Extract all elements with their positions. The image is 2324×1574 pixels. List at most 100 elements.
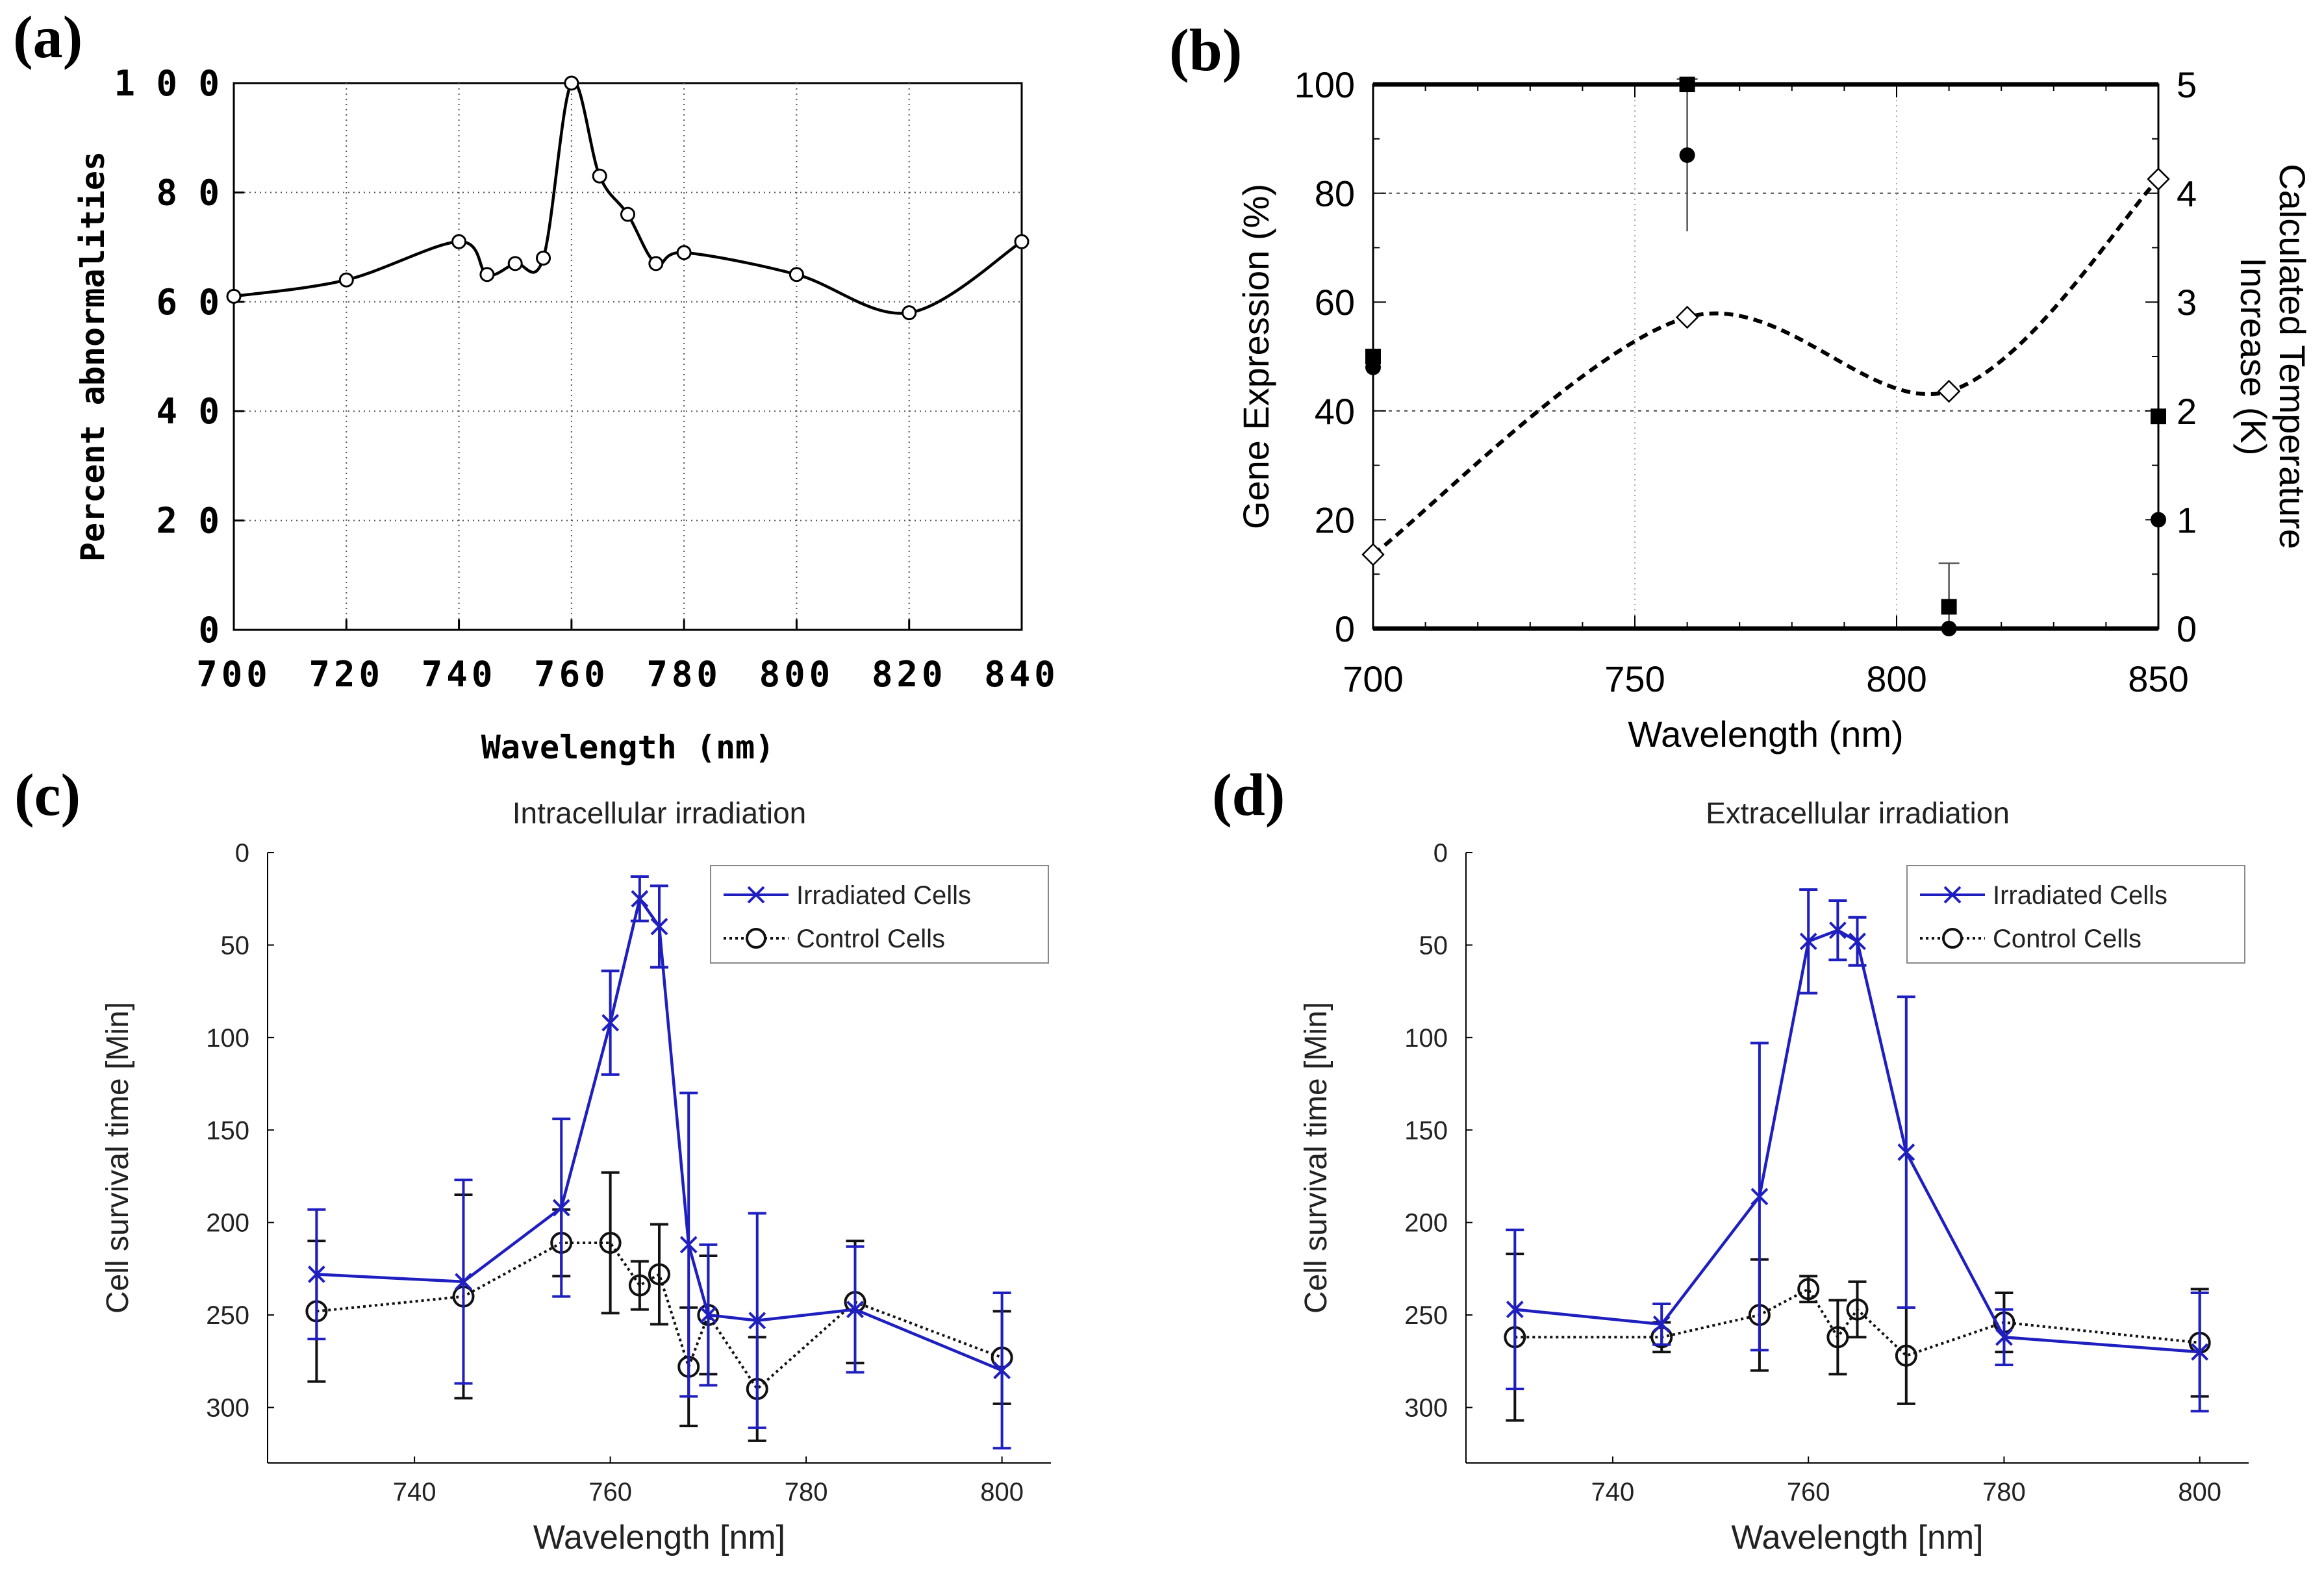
data-point-d-irradiated bbox=[1828, 921, 1847, 940]
tick-label-d-y: 0 bbox=[1434, 839, 1448, 868]
panel-label-b: (b) bbox=[1169, 17, 1242, 83]
data-point-d-control bbox=[1797, 1278, 1820, 1301]
data-point-c-irradiated bbox=[552, 1199, 570, 1217]
tick-label-c-y: 150 bbox=[206, 1116, 249, 1145]
data-point-a bbox=[676, 245, 692, 260]
data-point-b-circle bbox=[1679, 147, 1695, 163]
data-point-a bbox=[507, 256, 523, 271]
tick-label-c-y: 50 bbox=[221, 931, 250, 960]
data-point-a bbox=[1014, 234, 1029, 249]
legend-marker-c-control bbox=[746, 928, 766, 949]
data-point-a bbox=[479, 267, 495, 282]
data-point-c-irradiated bbox=[455, 1273, 472, 1291]
data-point-b-square bbox=[1941, 599, 1957, 615]
tick-label-b-y: 100 bbox=[1295, 64, 1355, 105]
legend-label-d-control: Control Cells bbox=[1993, 925, 2141, 953]
tick-label-c-y: 100 bbox=[206, 1024, 249, 1053]
tick-label-b-y: 80 bbox=[1315, 173, 1355, 214]
data-point-c-irradiated bbox=[650, 918, 668, 936]
legend-d bbox=[1906, 865, 2245, 964]
panel-label-a: (a) bbox=[13, 4, 82, 70]
plot-b-frame bbox=[1372, 83, 2160, 630]
tick-label-c-x: 740 bbox=[393, 1478, 436, 1506]
tick-label-b-y2: 1 bbox=[2177, 499, 2197, 540]
y-axis-label-c: Cell survival time [Min] bbox=[101, 1002, 135, 1314]
tick-label-b-y2: 5 bbox=[2177, 64, 2197, 105]
data-point-c-irradiated bbox=[846, 1301, 864, 1318]
tick-label-b-y: 40 bbox=[1315, 391, 1355, 432]
legend-marker-d-irradiated bbox=[1943, 886, 1962, 904]
series-line-b-temperature bbox=[1372, 177, 2160, 556]
data-point-d-irradiated bbox=[1652, 1315, 1671, 1333]
data-point-b-circle bbox=[2151, 512, 2166, 528]
tick-label-b-x: 850 bbox=[2128, 658, 2188, 699]
data-point-b-diamond bbox=[1675, 305, 1699, 329]
tick-label-b-y2: 0 bbox=[2177, 608, 2197, 649]
tick-label-a-x: 740 bbox=[422, 654, 497, 695]
tick-label-c-x: 780 bbox=[785, 1478, 828, 1506]
tick-label-d-x: 780 bbox=[1982, 1478, 2026, 1506]
x-axis-label-c: Wavelength [nm] bbox=[533, 1519, 785, 1556]
tick-label-c-y: 0 bbox=[235, 839, 249, 868]
tick-label-a-x: 700 bbox=[196, 654, 272, 695]
x-axis-label-b: Wavelength (nm) bbox=[1628, 714, 1903, 755]
x-axis-label-d: Wavelength [nm] bbox=[1731, 1519, 1983, 1556]
tick-label-b-y2: 3 bbox=[2177, 282, 2197, 323]
data-point-a bbox=[451, 234, 467, 249]
tick-label-a-y: 4 0 bbox=[156, 391, 220, 432]
legend-marker-c-irradiated bbox=[747, 886, 765, 904]
tick-label-b-x: 750 bbox=[1604, 658, 1665, 699]
tick-label-d-y: 250 bbox=[1404, 1301, 1448, 1330]
data-point-b-square bbox=[2151, 408, 2166, 425]
tick-label-d-y: 100 bbox=[1404, 1024, 1448, 1053]
data-point-c-control bbox=[648, 1263, 670, 1286]
tick-label-d-y: 150 bbox=[1404, 1116, 1448, 1145]
data-point-a bbox=[620, 206, 635, 222]
data-point-a bbox=[592, 168, 607, 184]
tick-label-a-x: 800 bbox=[759, 654, 835, 695]
data-point-d-control bbox=[1826, 1326, 1849, 1349]
data-point-b-square bbox=[1365, 349, 1381, 364]
tick-label-c-y: 300 bbox=[206, 1394, 249, 1423]
data-point-c-irradiated bbox=[307, 1266, 325, 1283]
data-point-b-circle bbox=[1941, 621, 1957, 636]
tick-label-c-y: 200 bbox=[206, 1209, 249, 1238]
legend-c bbox=[710, 865, 1049, 964]
tick-label-a-y: 8 0 bbox=[156, 172, 220, 213]
tick-label-a-y: 6 0 bbox=[156, 282, 220, 323]
data-point-c-control bbox=[599, 1232, 622, 1255]
data-point-c-irradiated bbox=[748, 1312, 766, 1330]
data-point-a bbox=[648, 256, 664, 271]
tick-label-a-x: 820 bbox=[872, 654, 947, 695]
tick-label-a-y: 2 0 bbox=[156, 501, 220, 542]
data-point-a bbox=[902, 305, 917, 321]
y-axis-label-a: Percent abnormalities bbox=[74, 151, 112, 562]
data-point-d-control bbox=[1846, 1298, 1869, 1321]
panel-label-c: (c) bbox=[14, 762, 81, 828]
series-line-c-control bbox=[316, 1242, 1003, 1392]
legend-label-c-control: Control Cells bbox=[796, 925, 945, 953]
data-point-a bbox=[226, 288, 242, 304]
legend-label-c-irradiated: Irradiated Cells bbox=[796, 881, 971, 910]
tick-label-b-y: 0 bbox=[1335, 608, 1355, 649]
data-point-a bbox=[564, 75, 579, 91]
panel-label-d: (d) bbox=[1212, 762, 1285, 828]
data-point-b-diamond bbox=[1937, 379, 1961, 403]
series-line-d-control bbox=[1515, 1287, 2200, 1358]
data-point-d-control bbox=[1895, 1344, 1917, 1367]
tick-label-b-y2: 2 bbox=[2177, 391, 2197, 432]
data-point-d-irradiated bbox=[1750, 1188, 1769, 1206]
data-point-d-irradiated bbox=[1506, 1301, 1524, 1318]
y2-axis-label-b-line2: Increase (K) bbox=[2233, 258, 2274, 456]
data-point-a bbox=[789, 267, 804, 282]
tick-label-d-x: 740 bbox=[1591, 1478, 1635, 1506]
data-point-b-diamond bbox=[1361, 543, 1385, 566]
tick-label-b-x: 800 bbox=[1866, 658, 1926, 699]
chart-title-d: Extracellular irradiation bbox=[1706, 796, 2010, 830]
data-point-d-irradiated bbox=[1799, 932, 1817, 951]
tick-label-b-y: 20 bbox=[1315, 499, 1355, 540]
tick-label-b-y2: 4 bbox=[2177, 173, 2197, 214]
tick-label-a-x: 840 bbox=[984, 654, 1059, 695]
data-point-a bbox=[536, 250, 551, 266]
